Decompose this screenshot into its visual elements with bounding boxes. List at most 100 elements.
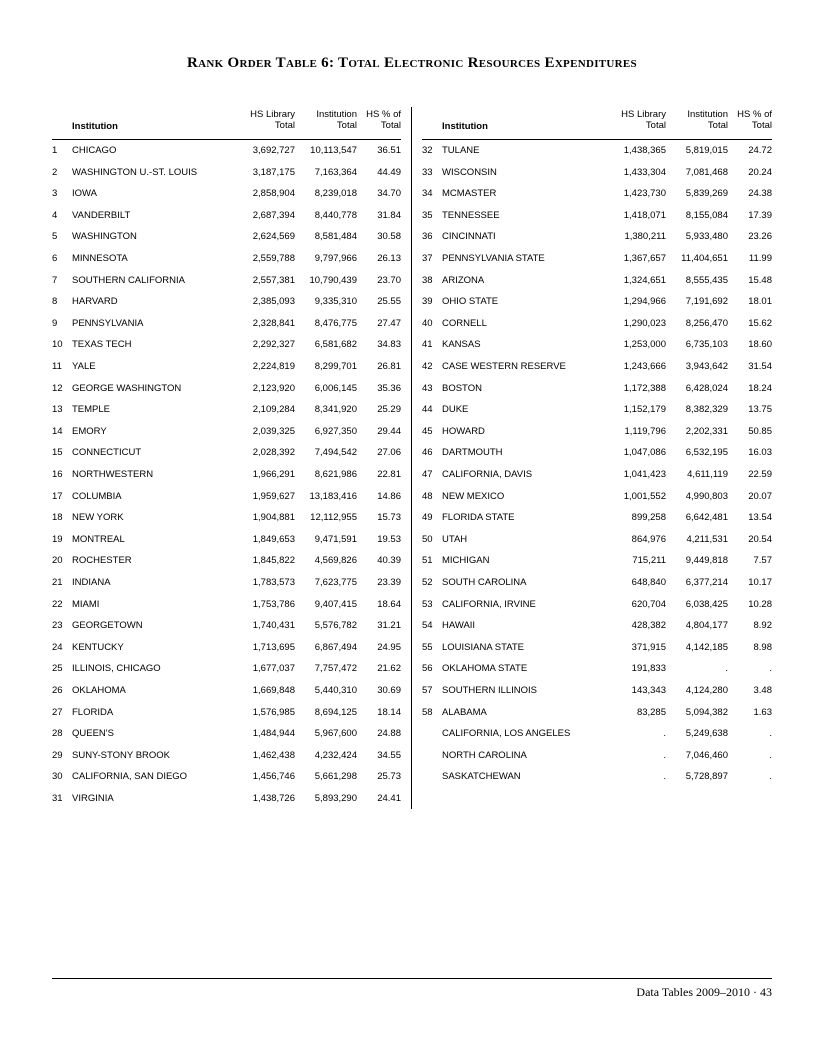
table-row: 50UTAH864,9764,211,53120.54: [422, 528, 772, 550]
cell-rank: 58: [422, 707, 440, 718]
cell-rank: 7: [52, 275, 70, 286]
cell-hs-total: 1,243,666: [601, 361, 666, 372]
cell-rank: 49: [422, 512, 440, 523]
cell-inst-total: 5,440,310: [295, 685, 357, 696]
table-row: SASKATCHEWAN.5,728,897.: [422, 766, 772, 788]
table-row: 45HOWARD1,119,7962,202,33150.85: [422, 421, 772, 443]
cell-inst-total: 7,623,775: [295, 577, 357, 588]
header-institution: Institution: [70, 121, 230, 132]
cell-rank: 16: [52, 469, 70, 480]
cell-hs-total: 1,849,653: [230, 534, 295, 545]
cell-hs-total: 1,484,944: [230, 728, 295, 739]
cell-rank: 57: [422, 685, 440, 696]
cell-rank: 32: [422, 145, 440, 156]
cell-pct: 20.24: [728, 167, 772, 178]
cell-institution: COLUMBIA: [70, 491, 230, 502]
cell-inst-total: 6,581,682: [295, 339, 357, 350]
cell-inst-total: 7,046,460: [666, 750, 728, 761]
right-column: Institution HS LibraryTotal InstitutionT…: [412, 107, 772, 809]
cell-rank: 4: [52, 210, 70, 221]
cell-inst-total: 8,621,986: [295, 469, 357, 480]
cell-pct: 25.73: [357, 771, 401, 782]
cell-pct: 17.39: [728, 210, 772, 221]
cell-hs-total: 2,559,788: [230, 253, 295, 264]
table-row: NORTH CAROLINA.7,046,460.: [422, 744, 772, 766]
cell-inst-total: 5,728,897: [666, 771, 728, 782]
cell-pct: 31.84: [357, 210, 401, 221]
cell-pct: 26.13: [357, 253, 401, 264]
cell-institution: NEW MEXICO: [440, 491, 601, 502]
cell-hs-total: 1,740,431: [230, 620, 295, 631]
cell-inst-total: 4,611,119: [666, 469, 728, 480]
cell-pct: 18.14: [357, 707, 401, 718]
cell-inst-total: 9,335,310: [295, 296, 357, 307]
cell-hs-total: 1,783,573: [230, 577, 295, 588]
cell-inst-total: .: [666, 663, 728, 674]
table-row: 25ILLINOIS, CHICAGO1,677,0377,757,47221.…: [52, 658, 401, 680]
page-title: Rank Order Table 6: Total Electronic Res…: [0, 0, 824, 107]
cell-rank: 35: [422, 210, 440, 221]
header-hs-total: HS LibraryTotal: [601, 109, 666, 132]
cell-pct: 24.72: [728, 145, 772, 156]
cell-inst-total: 7,081,468: [666, 167, 728, 178]
cell-institution: VANDERBILT: [70, 210, 230, 221]
table-row: 34MCMASTER1,423,7305,839,26924.38: [422, 183, 772, 205]
cell-pct: .: [728, 750, 772, 761]
cell-institution: DARTMOUTH: [440, 447, 601, 458]
cell-institution: WASHINGTON: [70, 231, 230, 242]
table-row: 28QUEEN'S1,484,9445,967,60024.88: [52, 723, 401, 745]
cell-inst-total: 11,404,651: [666, 253, 728, 264]
cell-inst-total: 4,211,531: [666, 534, 728, 545]
cell-inst-total: 6,642,481: [666, 512, 728, 523]
table-row: 49FLORIDA STATE899,2586,642,48113.54: [422, 507, 772, 529]
cell-rank: 47: [422, 469, 440, 480]
cell-hs-total: 1,669,848: [230, 685, 295, 696]
cell-hs-total: 2,557,381: [230, 275, 295, 286]
cell-institution: CINCINNATI: [440, 231, 601, 242]
cell-pct: 19.53: [357, 534, 401, 545]
table-row: 51MICHIGAN715,2119,449,8187.57: [422, 550, 772, 572]
cell-institution: HOWARD: [440, 426, 601, 437]
cell-inst-total: 12,112,955: [295, 512, 357, 523]
table-row: 39OHIO STATE1,294,9667,191,69218.01: [422, 291, 772, 313]
cell-pct: 25.29: [357, 404, 401, 415]
table-row: 29SUNY-STONY BROOK1,462,4384,232,42434.5…: [52, 744, 401, 766]
cell-inst-total: 6,428,024: [666, 383, 728, 394]
table-row: 16NORTHWESTERN1,966,2918,621,98622.81: [52, 464, 401, 486]
cell-pct: 23.39: [357, 577, 401, 588]
table-row: 2WASHINGTON U.-ST. LOUIS3,187,1757,163,3…: [52, 161, 401, 183]
cell-hs-total: 1,959,627: [230, 491, 295, 502]
cell-pct: 10.28: [728, 599, 772, 610]
left-column: Institution HS LibraryTotal InstitutionT…: [52, 107, 412, 809]
table-row: 21INDIANA1,783,5737,623,77523.39: [52, 572, 401, 594]
cell-pct: 3.48: [728, 685, 772, 696]
cell-rank: 18: [52, 512, 70, 523]
cell-institution: VIRGINIA: [70, 793, 230, 804]
cell-hs-total: 191,833: [601, 663, 666, 674]
cell-institution: SASKATCHEWAN: [440, 771, 601, 782]
cell-hs-total: 899,258: [601, 512, 666, 523]
cell-pct: 34.70: [357, 188, 401, 199]
table-row: 26OKLAHOMA1,669,8485,440,31030.69: [52, 680, 401, 702]
table-row: 1CHICAGO3,692,72710,113,54736.51: [52, 140, 401, 162]
cell-inst-total: 5,933,480: [666, 231, 728, 242]
cell-hs-total: 1,845,822: [230, 555, 295, 566]
cell-inst-total: 8,155,084: [666, 210, 728, 221]
cell-rank: 23: [52, 620, 70, 631]
table-container: Institution HS LibraryTotal InstitutionT…: [0, 107, 824, 809]
cell-rank: 45: [422, 426, 440, 437]
cell-institution: SUNY-STONY BROOK: [70, 750, 230, 761]
cell-rank: 42: [422, 361, 440, 372]
cell-pct: 18.24: [728, 383, 772, 394]
cell-institution: CALIFORNIA, IRVINE: [440, 599, 601, 610]
cell-institution: MINNESOTA: [70, 253, 230, 264]
cell-hs-total: 2,292,327: [230, 339, 295, 350]
cell-hs-total: 3,187,175: [230, 167, 295, 178]
cell-institution: ILLINOIS, CHICAGO: [70, 663, 230, 674]
cell-institution: BOSTON: [440, 383, 601, 394]
cell-rank: 36: [422, 231, 440, 242]
cell-pct: 1.63: [728, 707, 772, 718]
cell-institution: ALABAMA: [440, 707, 601, 718]
cell-pct: 34.83: [357, 339, 401, 350]
cell-pct: 29.44: [357, 426, 401, 437]
